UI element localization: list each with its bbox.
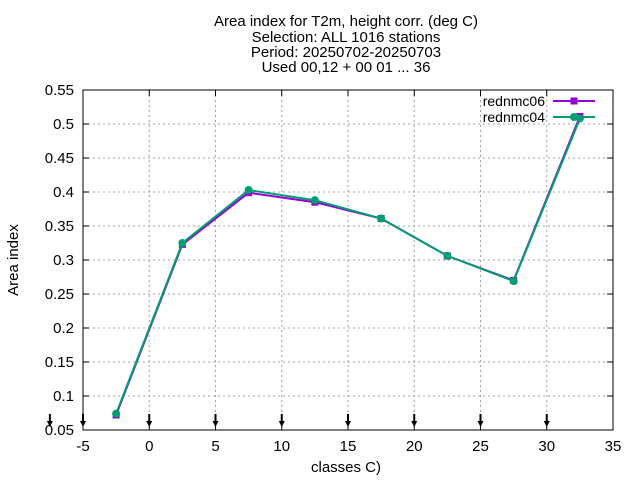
bottom-markers <box>46 414 550 427</box>
series-line-rednmc04 <box>115 118 581 415</box>
y-tick-label: 0.1 <box>53 388 74 405</box>
bottom-marker-arrow <box>543 421 550 427</box>
legend-marker-rednmc06 <box>570 97 578 105</box>
y-tick-label: 0.55 <box>45 82 74 99</box>
y-tick-label: 0.15 <box>45 354 74 371</box>
title-line-4: Used 00,12 + 00 01 ... 36 <box>262 59 431 76</box>
y-tick-label: 0.4 <box>53 184 74 201</box>
y-tick-label: 0.35 <box>45 218 74 235</box>
y-tick-label: 0.05 <box>45 422 74 439</box>
axis-ticks: -5 0 5 10 15 20 25 30 35 0.05 0.1 0.15 0.2 0.25 0.3 0.3… <box>45 82 622 455</box>
bottom-marker-arrow <box>80 421 86 427</box>
bottom-marker-arrow <box>212 421 219 427</box>
x-tick-label: 35 <box>605 438 622 455</box>
y-tick-label: 0.3 <box>53 252 74 269</box>
data-point-rednmc04 <box>310 196 319 205</box>
legend-marker-rednmc04 <box>570 113 578 121</box>
data-point-rednmc04 <box>443 251 452 260</box>
bottom-marker-arrow <box>46 421 53 427</box>
x-tick-label: 5 <box>211 438 219 455</box>
plot-frame <box>82 89 614 431</box>
x-axis-label: classes C) <box>311 459 381 476</box>
legend-label-rednmc04: rednmc04 <box>483 109 545 125</box>
title-line-1: Area index for T2m, height corr. (deg C) <box>214 13 478 30</box>
x-tick-label: 25 <box>472 438 489 455</box>
x-tick-label: -5 <box>76 438 89 455</box>
x-tick-label: 20 <box>406 438 423 455</box>
y-tick-label: 0.2 <box>53 320 74 337</box>
data-point-rednmc04 <box>112 409 121 418</box>
title-line-2: Selection: ALL 1016 stations <box>252 29 441 46</box>
data-point-rednmc04 <box>377 214 386 223</box>
data-point-rednmc04 <box>244 185 253 194</box>
x-tick-label: 10 <box>273 438 290 455</box>
series <box>112 113 584 419</box>
data-point-rednmc04 <box>509 277 518 286</box>
y-axis-label: Area index <box>5 224 22 296</box>
bottom-marker-arrow <box>278 421 285 427</box>
bottom-marker-arrow <box>477 421 484 427</box>
bottom-marker-arrow <box>345 421 351 427</box>
bottom-marker-arrow <box>411 421 418 427</box>
x-tick-label: 30 <box>538 438 555 455</box>
data-point-rednmc04 <box>178 239 187 247</box>
grid <box>83 90 613 430</box>
bottom-marker-arrow <box>146 421 153 427</box>
x-tick-label: 0 <box>145 438 153 455</box>
y-tick-label: 0.5 <box>53 116 74 133</box>
y-tick-label: 0.45 <box>45 150 74 167</box>
y-tick-label: 0.25 <box>45 286 74 303</box>
x-tick-label: 15 <box>340 438 357 455</box>
chart-title: Area index for T2m, height corr. (deg C)… <box>214 13 478 76</box>
title-line-3: Period: 20250702-20250703 <box>251 44 441 61</box>
legend-label-rednmc06: rednmc06 <box>483 93 545 109</box>
